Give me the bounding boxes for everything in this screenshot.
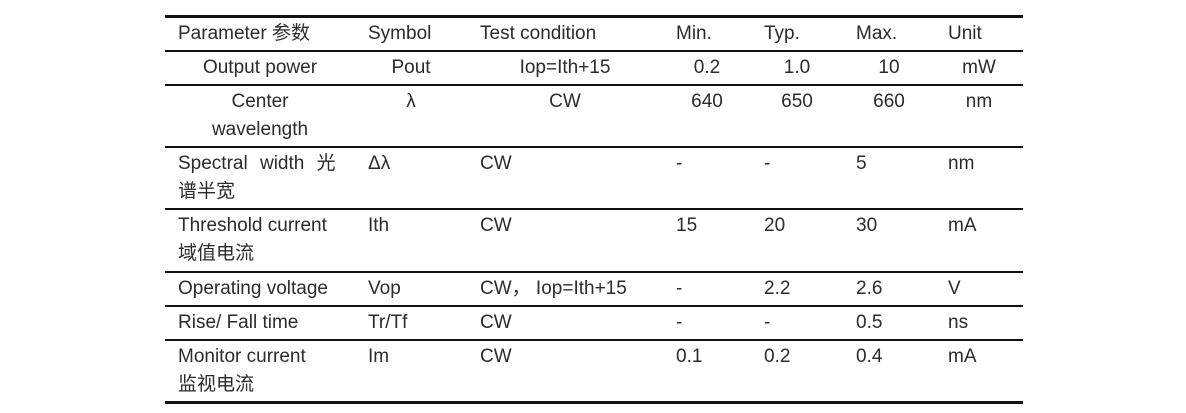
table-cell: ns bbox=[948, 312, 969, 333]
table-cell: 0.5 bbox=[856, 312, 883, 333]
table-cell: 20 bbox=[764, 215, 786, 236]
table-cell: Operating voltage bbox=[178, 278, 328, 299]
table-row: Operating voltage Vop CW， Iop=Ith+15 - 2.2 2.… bbox=[165, 272, 1023, 306]
table-cell: CW bbox=[480, 215, 512, 236]
table-cell: Spectral width 光 谱半宽 bbox=[178, 153, 336, 202]
table-cell: - bbox=[676, 278, 683, 299]
table-cell: CW bbox=[480, 312, 512, 333]
table-cell: - bbox=[764, 153, 771, 174]
table-cell: 1.0 bbox=[783, 57, 811, 78]
table-cell: 15 bbox=[676, 215, 698, 236]
table-cell: 30 bbox=[856, 215, 878, 236]
table-cell: Monitor current 监视电流 bbox=[178, 346, 306, 395]
table-cell: 650 bbox=[781, 91, 813, 112]
table-cell: Tr/Tf bbox=[368, 312, 408, 333]
table-cell: Δλ bbox=[368, 153, 391, 174]
column-header: Unit bbox=[948, 23, 982, 44]
table-row: Center wavelength λ CW 640 650 660 nm bbox=[165, 85, 1023, 147]
table-cell: Rise/ Fall time bbox=[178, 312, 299, 333]
table-cell: Im bbox=[368, 346, 390, 367]
table-cell: - bbox=[676, 312, 683, 333]
table-cell: 5 bbox=[856, 153, 867, 174]
column-header: Min. bbox=[676, 23, 712, 44]
table-row: Spectral width 光 谱半宽 Δλ CW - - 5 nm bbox=[165, 147, 1023, 209]
table-cell: mA bbox=[948, 215, 977, 236]
table-row: Monitor current 监视电流 Im CW 0.1 0.2 0.4 mA bbox=[165, 340, 1023, 403]
spec-table-body: Output power Pout Iop=Ith+15 0.2 1.0 10 mW Cent… bbox=[165, 51, 1023, 403]
table-cell: mA bbox=[948, 346, 977, 367]
table-cell: Ith bbox=[368, 215, 390, 236]
table-cell: nm bbox=[948, 153, 975, 174]
table-cell: V bbox=[948, 278, 961, 299]
column-header: Symbol bbox=[368, 23, 432, 44]
table-cell: λ bbox=[406, 91, 416, 112]
table-cell: - bbox=[764, 312, 771, 333]
table-cell: CW bbox=[549, 91, 581, 112]
table-cell: 660 bbox=[873, 91, 905, 112]
table-cell: 0.2 bbox=[764, 346, 791, 367]
table-cell: 10 bbox=[878, 57, 900, 78]
table-cell: Threshold current 域值电流 bbox=[178, 215, 327, 264]
spec-table: Parameter 参数 Symbol Test condition Min. Typ.… bbox=[165, 15, 1023, 404]
table-row: Threshold current 域值电流 Ith CW 15 20 30 mA bbox=[165, 209, 1023, 272]
table-cell: CW bbox=[480, 153, 512, 174]
table-cell: 0.1 bbox=[676, 346, 703, 367]
table-cell: Output power bbox=[202, 57, 318, 78]
table-cell: - bbox=[676, 153, 683, 174]
table-cell: Center wavelength bbox=[211, 91, 309, 140]
table-row: Output power Pout Iop=Ith+15 0.2 1.0 10 mW bbox=[165, 51, 1023, 85]
spec-table-header-row: Parameter 参数 Symbol Test condition Min. Typ.… bbox=[165, 17, 1023, 51]
table-cell: 0.2 bbox=[693, 57, 721, 78]
column-header: Test condition bbox=[480, 23, 597, 44]
table-cell: nm bbox=[965, 91, 993, 112]
table-cell: mW bbox=[962, 57, 996, 78]
table-cell: Vop bbox=[368, 278, 401, 299]
table-cell: 2.2 bbox=[764, 278, 791, 299]
table-cell: Pout bbox=[391, 57, 431, 78]
column-header: Parameter 参数 bbox=[178, 23, 310, 44]
table-cell: Iop=Ith+15 bbox=[519, 57, 611, 78]
column-header: Max. bbox=[856, 23, 898, 44]
table-cell: 2.6 bbox=[856, 278, 883, 299]
table-row: Rise/ Fall time Tr/Tf CW - - 0.5 ns bbox=[165, 306, 1023, 340]
table-cell: CW， Iop=Ith+15 bbox=[480, 278, 627, 299]
column-header: Typ. bbox=[764, 23, 800, 44]
table-cell: 0.4 bbox=[856, 346, 883, 367]
table-cell: CW bbox=[480, 346, 512, 367]
table-cell: 640 bbox=[691, 91, 723, 112]
spec-table-head: Parameter 参数 Symbol Test condition Min. Typ.… bbox=[165, 17, 1023, 51]
